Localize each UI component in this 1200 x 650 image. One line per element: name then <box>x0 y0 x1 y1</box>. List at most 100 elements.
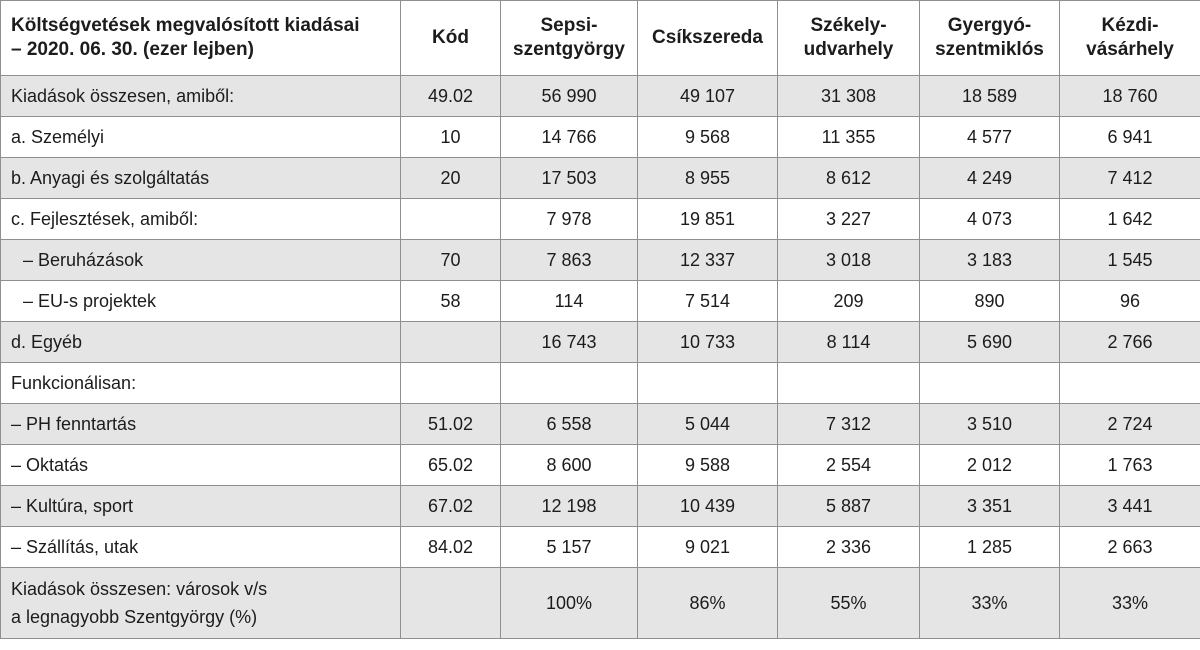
row-label: Kiadások összesen, amiből: <box>0 75 401 117</box>
value-cell-sepsiszentgyorgy: 7 863 <box>500 239 638 281</box>
value-cell-csikszereda: 9 021 <box>637 526 778 568</box>
value-cell-szekelyudvarhely: 8 612 <box>777 157 920 199</box>
header-csikszereda-label: Csíkszereda <box>652 27 763 48</box>
value-cell-csikszereda <box>637 362 778 404</box>
code-cell: 65.02 <box>400 444 501 486</box>
row-label-line: – Szállítás, utak <box>11 536 139 557</box>
header-title-line-2: – 2020. 06. 30. (ezer lejben) <box>11 39 254 60</box>
value-cell-szekelyudvarhely: 3 018 <box>777 239 920 281</box>
code-cell <box>400 362 501 404</box>
value-cell-kezdivasarhely: 2 766 <box>1059 321 1200 363</box>
value-cell-gyergyoszentmiklos: 33% <box>919 567 1060 639</box>
code-cell: 51.02 <box>400 403 501 445</box>
header-csikszereda: Csíkszereda <box>637 0 778 76</box>
value-cell-kezdivasarhely: 2 663 <box>1059 526 1200 568</box>
value-cell-sepsiszentgyorgy: 5 157 <box>500 526 638 568</box>
row-label: a. Személyi <box>0 116 401 158</box>
value-cell-csikszereda: 86% <box>637 567 778 639</box>
value-cell-sepsiszentgyorgy: 12 198 <box>500 485 638 527</box>
header-szekelyudvarhely-line-2: udvarhely <box>803 39 894 60</box>
value-cell-gyergyoszentmiklos: 3 510 <box>919 403 1060 445</box>
value-cell-csikszereda: 19 851 <box>637 198 778 240</box>
header-gyergyoszentmiklos-line-2: szentmiklós <box>935 39 1044 60</box>
value-cell-kezdivasarhely: 33% <box>1059 567 1200 639</box>
table-row: Funkcionálisan: <box>0 362 1200 404</box>
row-label: – Oktatás <box>0 444 401 486</box>
value-cell-gyergyoszentmiklos: 4 577 <box>919 116 1060 158</box>
row-label: – Szállítás, utak <box>0 526 401 568</box>
table-row: c. Fejlesztések, amiből: 7 978 19 851 3 227… <box>0 198 1200 240</box>
value-cell-gyergyoszentmiklos: 2 012 <box>919 444 1060 486</box>
header-kezdivasarhely-line-2: vásárhely <box>1086 39 1174 60</box>
header-title: Költségvetések megvalósított kiadásai – … <box>0 0 401 76</box>
row-label: – PH fenntartás <box>0 403 401 445</box>
header-sepsiszentgyorgy-line-1: Sepsi- <box>540 15 598 36</box>
value-cell-sepsiszentgyorgy: 16 743 <box>500 321 638 363</box>
value-cell-gyergyoszentmiklos <box>919 362 1060 404</box>
value-cell-gyergyoszentmiklos: 4 249 <box>919 157 1060 199</box>
value-cell-kezdivasarhely: 1 545 <box>1059 239 1200 281</box>
value-cell-szekelyudvarhely: 209 <box>777 280 920 322</box>
value-cell-csikszereda: 10 733 <box>637 321 778 363</box>
value-cell-csikszereda: 5 044 <box>637 403 778 445</box>
row-label: Kiadások összesen: városok v/s a legnagyo… <box>0 567 401 639</box>
row-label-line: Funkcionálisan: <box>11 372 137 393</box>
value-cell-kezdivasarhely: 2 724 <box>1059 403 1200 445</box>
value-cell-gyergyoszentmiklos: 5 690 <box>919 321 1060 363</box>
value-cell-gyergyoszentmiklos: 1 285 <box>919 526 1060 568</box>
row-label-line: a legnagyobb Szentgyörgy (%) <box>11 607 258 627</box>
value-cell-szekelyudvarhely: 7 312 <box>777 403 920 445</box>
header-sepsiszentgyorgy: Sepsi- szentgyörgy <box>500 0 638 76</box>
row-label: – Beruházások <box>0 239 401 281</box>
code-cell: 67.02 <box>400 485 501 527</box>
row-label-line: c. Fejlesztések, amiből: <box>11 208 199 229</box>
row-label: b. Anyagi és szolgáltatás <box>0 157 401 199</box>
value-cell-sepsiszentgyorgy: 8 600 <box>500 444 638 486</box>
value-cell-kezdivasarhely: 96 <box>1059 280 1200 322</box>
value-cell-csikszereda: 9 588 <box>637 444 778 486</box>
table-row: – Oktatás 65.02 8 600 9 588 2 554 2 012 1 763 <box>0 444 1200 486</box>
header-sepsiszentgyorgy-line-2: szentgyörgy <box>513 39 625 60</box>
header-code: Kód <box>400 0 501 76</box>
value-cell-szekelyudvarhely: 2 554 <box>777 444 920 486</box>
table-row: – Kultúra, sport 67.02 12 198 10 439 5 887 3 … <box>0 485 1200 527</box>
table-row: Kiadások összesen, amiből: 49.02 56 990 49 … <box>0 75 1200 117</box>
code-cell <box>400 321 501 363</box>
code-cell: 20 <box>400 157 501 199</box>
table-body: Kiadások összesen, amiből: 49.02 56 990 49 … <box>0 75 1200 639</box>
value-cell-csikszereda: 12 337 <box>637 239 778 281</box>
header-row: Költségvetések megvalósított kiadásai – … <box>0 0 1200 76</box>
value-cell-szekelyudvarhely: 3 227 <box>777 198 920 240</box>
row-label: – Kultúra, sport <box>0 485 401 527</box>
value-cell-sepsiszentgyorgy: 14 766 <box>500 116 638 158</box>
value-cell-sepsiszentgyorgy: 7 978 <box>500 198 638 240</box>
table-row: – Beruházások 70 7 863 12 337 3 018 3 183 1 54… <box>0 239 1200 281</box>
header-szekelyudvarhely-line-1: Székely- <box>810 15 887 36</box>
row-label-line: – Oktatás <box>11 454 89 475</box>
value-cell-szekelyudvarhely: 31 308 <box>777 75 920 117</box>
table-row: Kiadások összesen: városok v/s a legnagyo… <box>0 567 1200 639</box>
value-cell-sepsiszentgyorgy: 17 503 <box>500 157 638 199</box>
header-kezdivasarhely-line-1: Kézdi- <box>1101 15 1159 36</box>
code-cell: 58 <box>400 280 501 322</box>
row-label-line: b. Anyagi és szolgáltatás <box>11 167 210 188</box>
value-cell-szekelyudvarhely <box>777 362 920 404</box>
table-row: a. Személyi 10 14 766 9 568 11 355 4 577 6 941 <box>0 116 1200 158</box>
value-cell-szekelyudvarhely: 11 355 <box>777 116 920 158</box>
row-label-line: Kiadások összesen, amiből: <box>11 85 235 106</box>
row-label: c. Fejlesztések, amiből: <box>0 198 401 240</box>
row-label-line: – PH fenntartás <box>11 413 137 434</box>
row-label-line: – EU-s projektek <box>23 290 157 311</box>
value-cell-szekelyudvarhely: 8 114 <box>777 321 920 363</box>
value-cell-gyergyoszentmiklos: 890 <box>919 280 1060 322</box>
row-label-line: Kiadások összesen: városok v/s <box>11 579 268 599</box>
value-cell-csikszereda: 8 955 <box>637 157 778 199</box>
row-label-line: – Kultúra, sport <box>11 495 134 516</box>
value-cell-kezdivasarhely: 1 763 <box>1059 444 1200 486</box>
value-cell-szekelyudvarhely: 2 336 <box>777 526 920 568</box>
value-cell-kezdivasarhely: 6 941 <box>1059 116 1200 158</box>
value-cell-szekelyudvarhely: 5 887 <box>777 485 920 527</box>
header-code-label: Kód <box>432 27 469 48</box>
code-cell: 10 <box>400 116 501 158</box>
code-cell: 84.02 <box>400 526 501 568</box>
